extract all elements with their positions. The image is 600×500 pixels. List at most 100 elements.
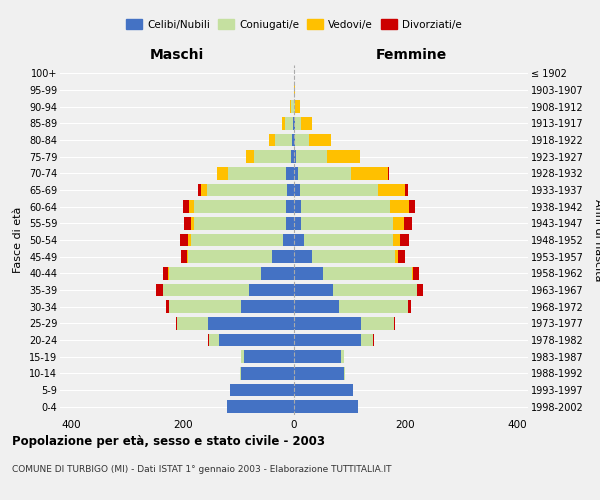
Bar bbox=[294, 134, 331, 146]
Bar bbox=[246, 150, 294, 163]
Bar bbox=[294, 300, 408, 313]
Bar bbox=[294, 234, 393, 246]
Bar bbox=[194, 200, 294, 213]
Bar bbox=[294, 317, 361, 330]
Bar bbox=[177, 317, 294, 330]
Bar bbox=[188, 200, 294, 213]
Bar bbox=[294, 100, 299, 113]
Bar bbox=[176, 317, 294, 330]
Bar bbox=[294, 284, 423, 296]
Bar bbox=[294, 267, 412, 280]
Bar bbox=[294, 250, 398, 263]
Bar bbox=[282, 117, 294, 130]
Bar bbox=[294, 267, 323, 280]
Bar bbox=[294, 367, 344, 380]
Bar bbox=[294, 250, 395, 263]
Bar bbox=[227, 400, 294, 413]
Bar bbox=[294, 117, 301, 130]
Bar bbox=[217, 167, 294, 179]
Y-axis label: Fasce di età: Fasce di età bbox=[13, 207, 23, 273]
Bar bbox=[241, 367, 294, 380]
Bar bbox=[188, 234, 294, 246]
Bar bbox=[290, 100, 294, 113]
Bar bbox=[275, 134, 294, 146]
Bar bbox=[294, 400, 358, 413]
Bar bbox=[194, 217, 294, 230]
Bar bbox=[230, 384, 294, 396]
Bar bbox=[163, 267, 294, 280]
Bar bbox=[287, 184, 294, 196]
Bar bbox=[294, 234, 304, 246]
Bar bbox=[294, 334, 374, 346]
Bar bbox=[293, 117, 294, 130]
Bar bbox=[217, 167, 294, 179]
Bar bbox=[294, 184, 377, 196]
Bar bbox=[206, 184, 294, 196]
Bar bbox=[180, 234, 294, 246]
Bar bbox=[269, 134, 294, 146]
Bar bbox=[209, 334, 294, 346]
Bar bbox=[294, 367, 345, 380]
Text: Femmine: Femmine bbox=[376, 48, 446, 62]
Legend: Celibi/Nubili, Coniugati/e, Vedovi/e, Divorziati/e: Celibi/Nubili, Coniugati/e, Vedovi/e, Di… bbox=[124, 18, 464, 32]
Bar bbox=[294, 84, 295, 96]
Bar bbox=[294, 317, 394, 330]
Bar bbox=[294, 384, 353, 396]
Bar bbox=[294, 184, 299, 196]
Bar bbox=[291, 100, 294, 113]
Bar bbox=[169, 300, 294, 313]
Bar bbox=[240, 367, 294, 380]
Bar bbox=[294, 150, 327, 163]
Bar bbox=[294, 400, 358, 413]
Bar bbox=[209, 334, 294, 346]
Bar bbox=[290, 100, 294, 113]
Y-axis label: Anni di nascita: Anni di nascita bbox=[593, 198, 600, 281]
Bar bbox=[294, 400, 358, 413]
Bar bbox=[286, 167, 294, 179]
Bar bbox=[292, 134, 294, 146]
Bar bbox=[166, 300, 294, 313]
Bar bbox=[282, 117, 294, 130]
Bar bbox=[208, 317, 294, 330]
Bar bbox=[286, 200, 294, 213]
Bar bbox=[294, 384, 353, 396]
Bar bbox=[294, 317, 395, 330]
Bar bbox=[294, 150, 296, 163]
Bar bbox=[294, 350, 344, 363]
Bar bbox=[244, 350, 294, 363]
Bar bbox=[294, 184, 406, 196]
Bar bbox=[230, 384, 294, 396]
Bar bbox=[191, 234, 294, 246]
Bar bbox=[230, 384, 294, 396]
Bar bbox=[294, 100, 299, 113]
Bar bbox=[246, 150, 294, 163]
Bar bbox=[294, 334, 373, 346]
Bar bbox=[272, 250, 294, 263]
Bar bbox=[187, 250, 294, 263]
Bar bbox=[294, 400, 358, 413]
Bar bbox=[294, 117, 312, 130]
Bar bbox=[294, 250, 405, 263]
Bar bbox=[241, 300, 294, 313]
Bar bbox=[294, 384, 353, 396]
Bar bbox=[227, 400, 294, 413]
Bar bbox=[294, 250, 312, 263]
Bar bbox=[294, 100, 295, 113]
Bar bbox=[294, 334, 361, 346]
Bar bbox=[184, 217, 294, 230]
Bar bbox=[294, 334, 373, 346]
Bar bbox=[294, 150, 360, 163]
Bar bbox=[169, 267, 294, 280]
Bar bbox=[240, 367, 294, 380]
Bar bbox=[198, 184, 294, 196]
Bar bbox=[294, 300, 408, 313]
Bar bbox=[294, 150, 360, 163]
Bar bbox=[294, 167, 388, 179]
Bar bbox=[294, 134, 295, 146]
Bar bbox=[284, 117, 294, 130]
Bar bbox=[228, 167, 294, 179]
Bar bbox=[294, 84, 295, 96]
Bar bbox=[294, 234, 409, 246]
Bar bbox=[294, 284, 417, 296]
Bar bbox=[177, 317, 294, 330]
